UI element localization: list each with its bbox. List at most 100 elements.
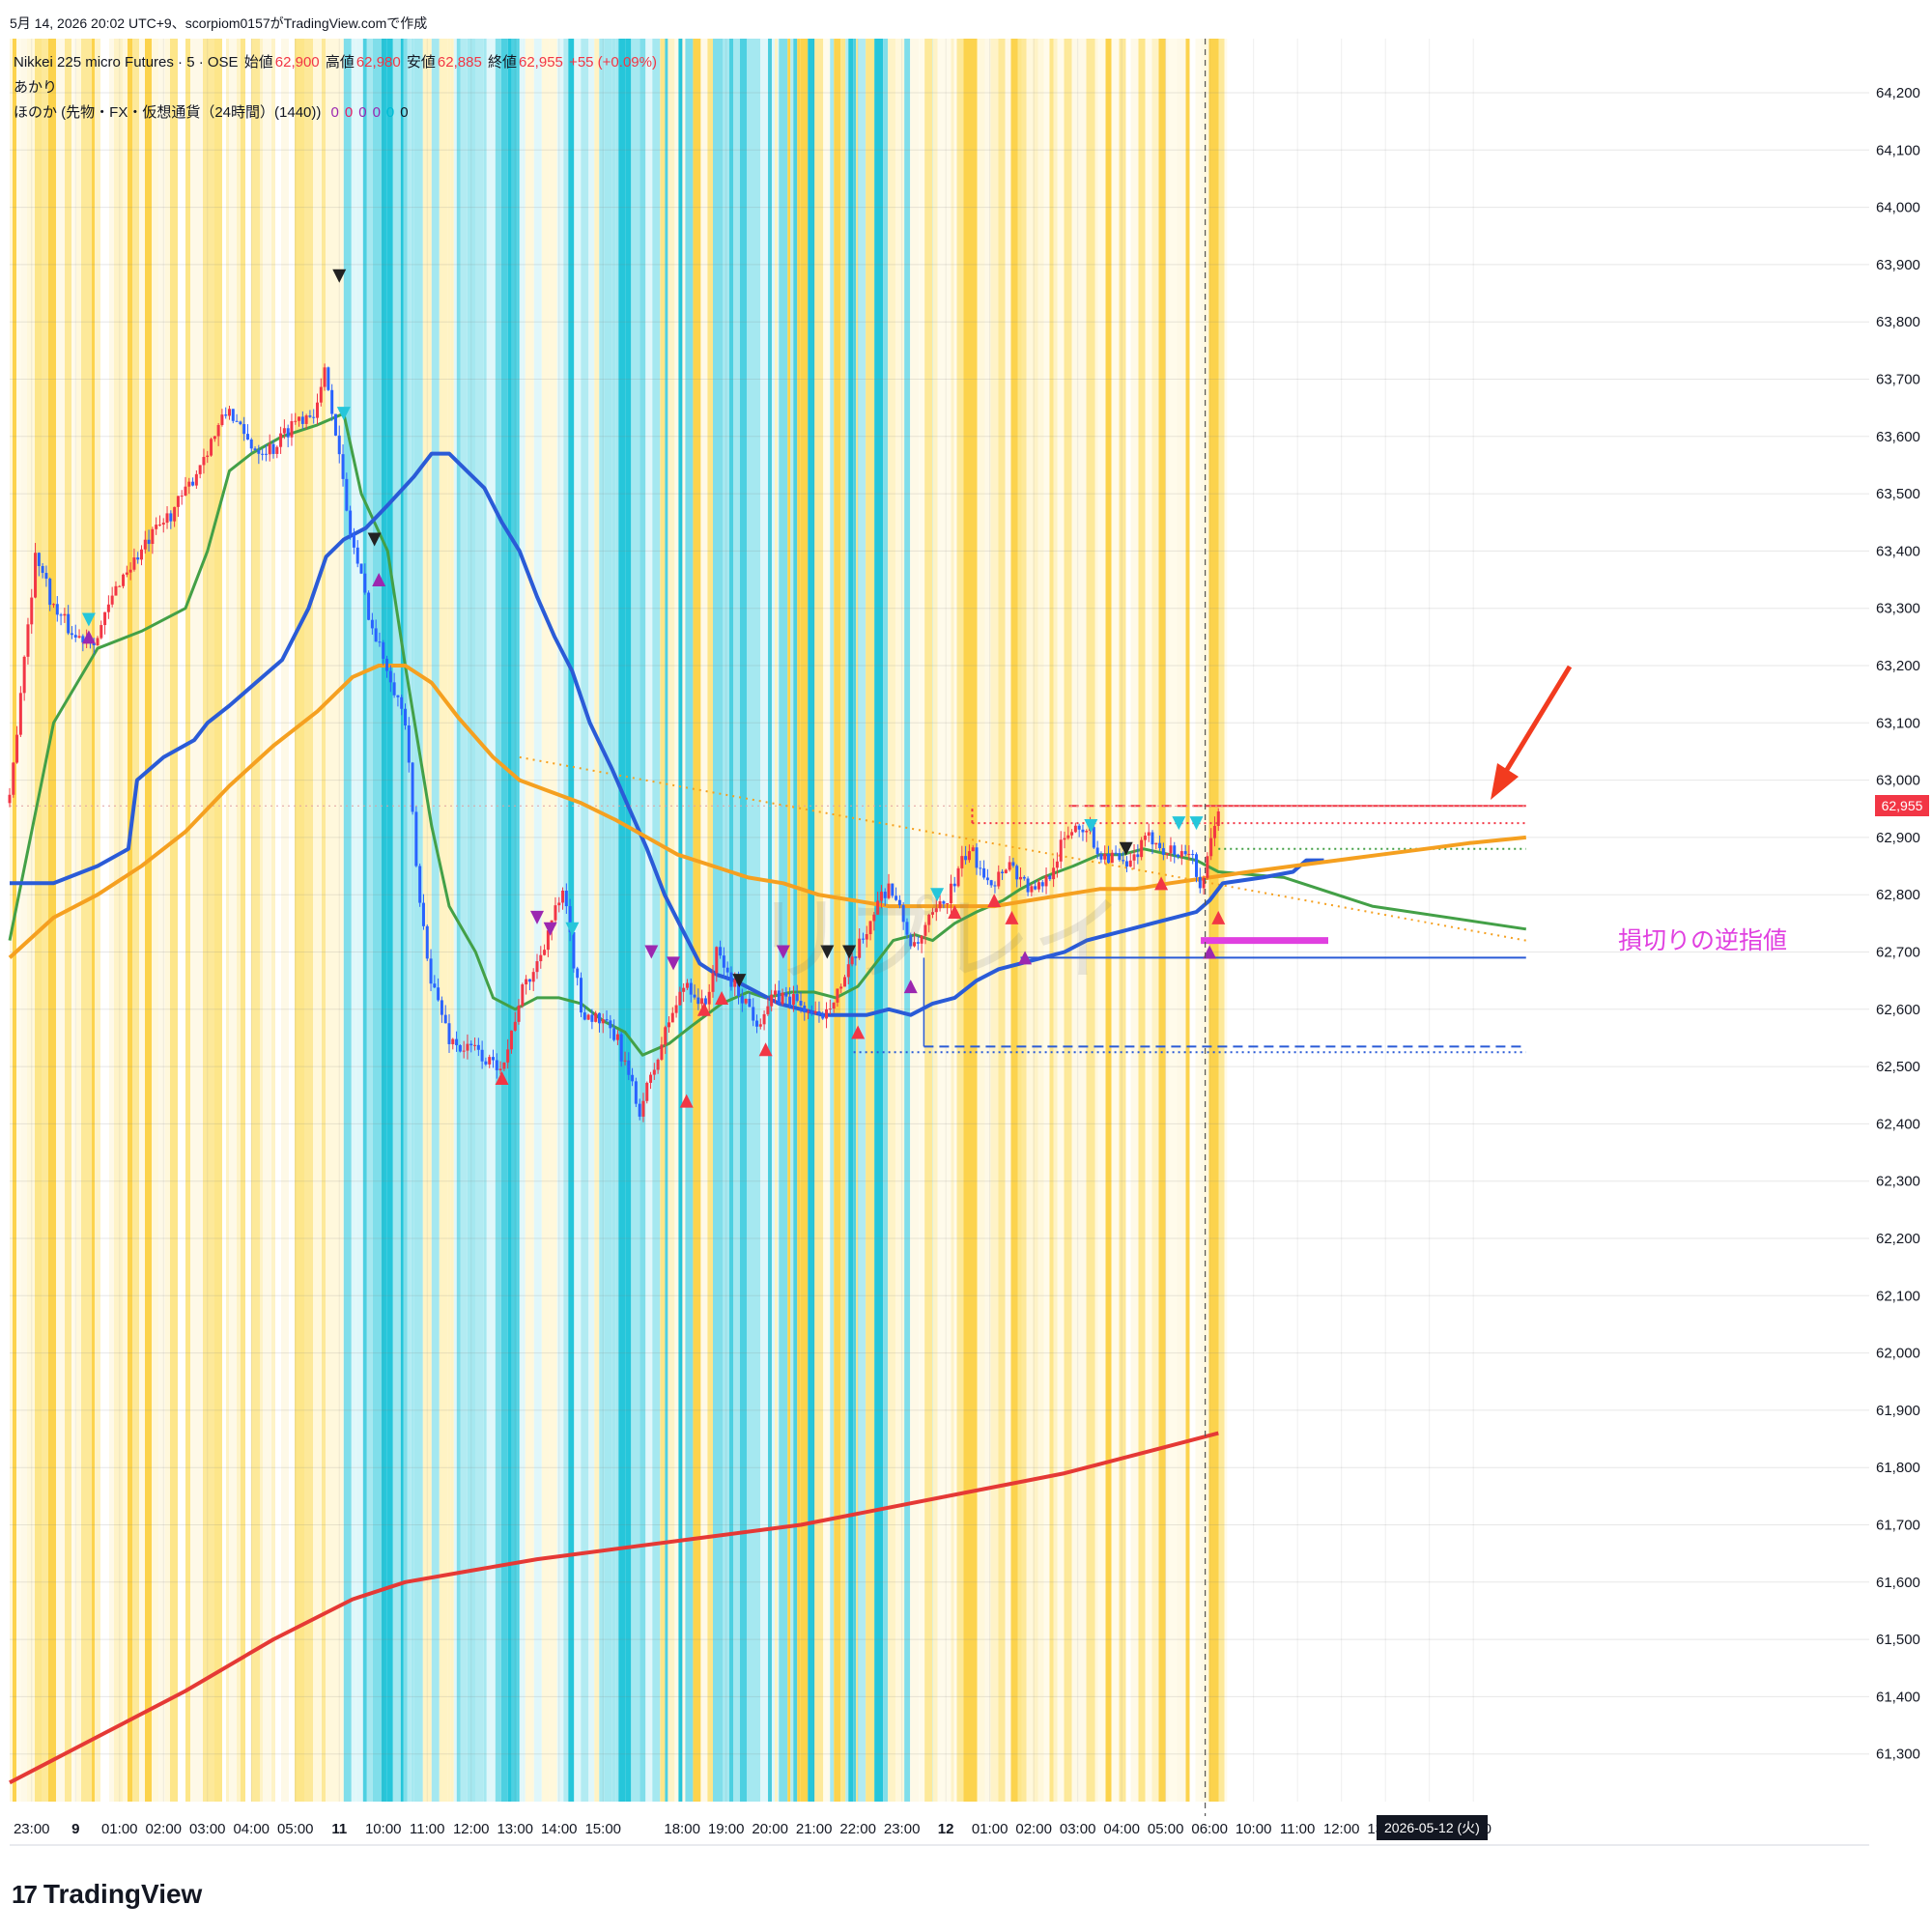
candle-body bbox=[1070, 832, 1074, 836]
session-band bbox=[998, 39, 1006, 1802]
session-band bbox=[42, 39, 48, 1802]
session-band bbox=[615, 39, 619, 1802]
candle-body bbox=[527, 979, 531, 982]
candle-body bbox=[1128, 860, 1132, 867]
candle-body bbox=[985, 877, 989, 881]
candle-body bbox=[180, 496, 184, 497]
session-band bbox=[289, 39, 295, 1802]
session-band bbox=[483, 39, 487, 1802]
candle-body bbox=[451, 1038, 455, 1044]
candle-body bbox=[48, 579, 52, 606]
candle-body bbox=[506, 1049, 510, 1063]
candle-body bbox=[400, 696, 404, 709]
price-tick-label: 61,400 bbox=[1876, 1689, 1920, 1705]
buy-signal-marker bbox=[903, 980, 918, 994]
session-band bbox=[895, 39, 905, 1802]
candle-body bbox=[513, 1021, 517, 1031]
candle-body bbox=[92, 642, 96, 646]
session-band bbox=[439, 39, 448, 1802]
candle-body bbox=[539, 954, 543, 962]
candle-body bbox=[1092, 827, 1095, 848]
candle-body bbox=[245, 434, 249, 440]
candle-body bbox=[30, 597, 34, 625]
candle-body bbox=[525, 979, 528, 985]
session-band bbox=[990, 39, 999, 1802]
session-band bbox=[281, 39, 289, 1802]
candle-body bbox=[733, 979, 737, 987]
candle-body bbox=[382, 641, 385, 659]
sell-signal-marker bbox=[1119, 841, 1133, 856]
candle-body bbox=[67, 613, 71, 634]
session-band bbox=[700, 39, 708, 1802]
indicator1-label[interactable]: あかり bbox=[14, 79, 58, 96]
session-band bbox=[65, 39, 71, 1802]
session-band bbox=[190, 39, 199, 1802]
session-band bbox=[507, 39, 512, 1802]
symbol-header[interactable]: Nikkei 225 micro Futures · 5 · OSE 始値 62,… bbox=[14, 54, 659, 71]
session-band bbox=[713, 39, 716, 1802]
candle-body bbox=[488, 1057, 492, 1065]
session-band bbox=[71, 39, 76, 1802]
session-band bbox=[830, 39, 835, 1802]
indicator-akari[interactable]: あかり bbox=[14, 79, 59, 97]
session-band bbox=[165, 39, 170, 1802]
sell-signal-marker bbox=[732, 974, 747, 988]
candle-body bbox=[1103, 853, 1107, 860]
session-band bbox=[381, 39, 387, 1802]
candle-body bbox=[715, 947, 719, 974]
session-band bbox=[1224, 39, 1228, 1802]
session-band bbox=[652, 39, 661, 1802]
candle-body bbox=[1048, 875, 1052, 880]
tradingview-logo[interactable]: 17 TradingView bbox=[12, 1879, 202, 1909]
session-band bbox=[919, 39, 925, 1802]
candle-body bbox=[1198, 876, 1202, 889]
session-band bbox=[199, 39, 203, 1802]
candle-body bbox=[967, 851, 971, 861]
candle-body bbox=[1055, 861, 1059, 868]
candle-body bbox=[832, 1002, 836, 1009]
session-band bbox=[668, 39, 675, 1802]
session-band bbox=[178, 39, 185, 1802]
session-band bbox=[971, 39, 978, 1802]
candle-body bbox=[220, 414, 224, 425]
candle-body bbox=[1195, 854, 1198, 877]
candle-body bbox=[18, 693, 22, 735]
indicator2-label[interactable]: ほのか (先物・FX・仮想通貨（24時間）(1440)) bbox=[14, 104, 322, 121]
session-band bbox=[222, 39, 226, 1802]
session-band bbox=[874, 39, 884, 1802]
session-band bbox=[525, 39, 534, 1802]
indicator2-value: 0 bbox=[400, 104, 409, 121]
candle-body bbox=[788, 996, 792, 1006]
candle-body bbox=[895, 895, 898, 900]
symbol-name[interactable]: Nikkei 225 micro Futures · 5 · OSE bbox=[14, 54, 239, 71]
session-band bbox=[132, 39, 139, 1802]
candle-body bbox=[795, 994, 799, 1002]
candle-body bbox=[308, 415, 312, 417]
candle-body bbox=[979, 867, 982, 869]
candle-body bbox=[210, 439, 213, 456]
sell-signal-marker bbox=[565, 922, 580, 936]
session-band bbox=[848, 39, 854, 1802]
session-band bbox=[145, 39, 152, 1802]
candle-body bbox=[1151, 832, 1154, 845]
candle-body bbox=[807, 1011, 810, 1013]
candle-body bbox=[744, 998, 748, 1004]
stop-loss-label: 損切りの逆指値 bbox=[1618, 925, 1788, 954]
candle-body bbox=[975, 847, 979, 868]
session-band bbox=[422, 39, 432, 1802]
session-band bbox=[1017, 39, 1022, 1802]
candle-body bbox=[740, 995, 744, 1004]
buy-signal-marker bbox=[987, 894, 1002, 908]
session-band bbox=[541, 39, 550, 1802]
candle-body bbox=[8, 794, 12, 804]
candle-body bbox=[440, 1000, 443, 1015]
session-band bbox=[1043, 39, 1050, 1802]
session-band bbox=[152, 39, 158, 1802]
candle-body bbox=[1095, 847, 1099, 855]
candle-body bbox=[235, 420, 239, 422]
candle-body bbox=[700, 998, 704, 1005]
candle-body bbox=[191, 481, 195, 486]
candle-body bbox=[725, 967, 729, 973]
